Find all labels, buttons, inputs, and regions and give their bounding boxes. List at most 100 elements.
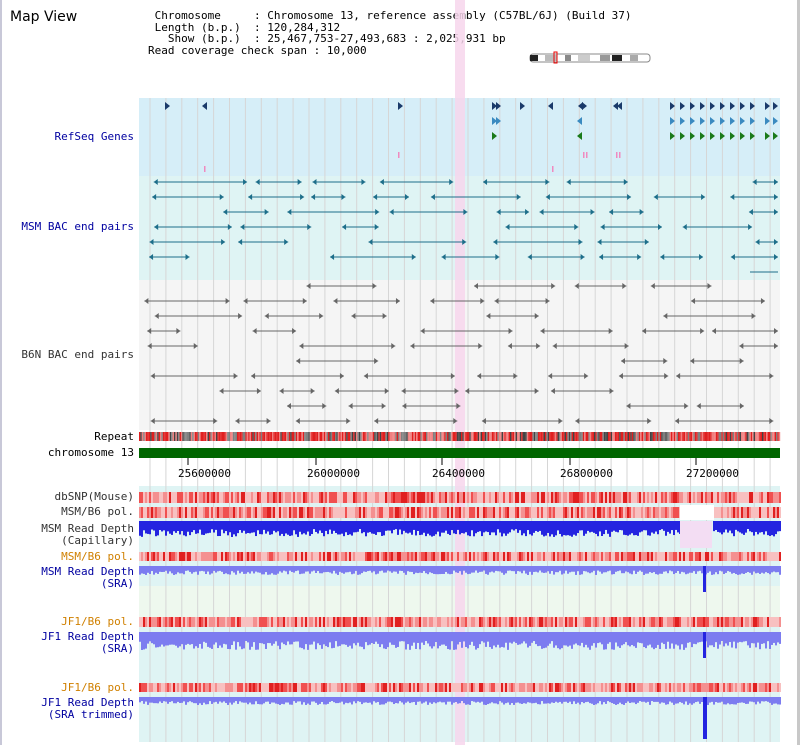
msm-b6-pol-bin-2 — [531, 552, 533, 561]
dbsnp-bin — [493, 492, 495, 503]
msm-sra-depth-bin — [237, 566, 239, 571]
jf1-b6-pol-bin-2 — [709, 683, 711, 692]
dbsnp-bin — [577, 492, 579, 503]
jf1-b6-pol-bin-2 — [469, 683, 471, 692]
msm-sra-depth-bin — [545, 566, 547, 573]
msm-b6-pol-bin — [717, 507, 719, 518]
msm-capillary-depth-bin — [339, 521, 341, 535]
jf1-b6-pol-bin-2 — [531, 683, 533, 692]
jf1-b6-pol-bin-2 — [413, 683, 415, 692]
msm-capillary-depth-bin — [239, 521, 241, 531]
msm-capillary-depth-bin — [425, 521, 427, 537]
right-scrollbar-edge[interactable] — [797, 0, 800, 745]
msm-bac-end — [361, 179, 366, 185]
msm-capillary-depth-bin — [747, 521, 749, 530]
dbsnp-bin — [773, 492, 775, 503]
jf1-trim-depth-bin — [393, 697, 395, 705]
msm-sra-depth-bin — [543, 566, 545, 573]
repeat-mark — [322, 432, 324, 441]
jf1-b6-pol-bin-2 — [681, 683, 683, 692]
repeat-mark — [717, 432, 719, 441]
b6n-bac-end — [675, 418, 680, 424]
msm-b6-pol-bin — [673, 507, 675, 518]
msm-capillary-depth-bin — [277, 521, 279, 532]
repeat-mark — [627, 432, 629, 441]
repeat-mark — [377, 432, 379, 441]
msm-b6-pol-bin-2 — [169, 552, 171, 561]
repeat-mark — [473, 432, 475, 441]
jf1-sra-depth-bin — [759, 632, 761, 650]
repeat-mark — [224, 432, 226, 441]
jf1-trim-depth-bin — [773, 697, 775, 704]
jf1-b6-pol-bin — [265, 617, 267, 627]
repeat-mark — [742, 432, 744, 441]
repeat-mark — [417, 432, 419, 441]
jf1-b6-pol-bin — [291, 617, 293, 627]
jf1-trim-depth-bin — [247, 697, 249, 705]
repeat-mark — [221, 432, 223, 441]
msm-bac-label[interactable]: MSM BAC end pairs — [21, 220, 134, 233]
dbsnp-bin — [233, 492, 235, 503]
refseq-genes-label[interactable]: RefSeq Genes — [54, 130, 134, 143]
repeat-mark — [372, 432, 375, 441]
repeat-mark — [487, 432, 489, 441]
msm-bac-end — [752, 179, 757, 185]
jf1-sra-depth-bin — [287, 632, 289, 642]
msm-b6-pol-bin-2 — [343, 552, 345, 561]
dbsnp-bin — [151, 492, 153, 503]
jf1-b6-pol-bin — [679, 617, 681, 627]
dbsnp-bin — [211, 492, 213, 503]
b6n-bac-end — [552, 343, 557, 349]
jf1-b6-pol-bin — [207, 617, 209, 627]
msm-b6-pol-bin — [381, 507, 383, 518]
jf1-trim-depth-bin — [431, 697, 433, 704]
dbsnp-bin — [681, 492, 683, 503]
jf1-b6-pol-bin-2 — [493, 683, 495, 692]
msm-b6-pol-bin — [677, 507, 679, 518]
dbsnp-bin — [249, 492, 251, 503]
b6n-bac-label[interactable]: B6N BAC end pairs — [21, 348, 134, 361]
msm-b6-pol-bin — [347, 507, 349, 518]
jf1-sra-depth-bin — [483, 632, 485, 643]
dbsnp-bin — [157, 492, 159, 503]
repeat-mark — [161, 432, 163, 441]
dbsnp-bin — [613, 492, 615, 503]
jf1-b6-pol-bin — [753, 617, 755, 627]
jf1-sra-depth-bin — [505, 632, 507, 643]
jf1-b6-pol-bin-2 — [311, 683, 313, 692]
msm-b6-pol-bin — [529, 507, 531, 518]
msm-b6-pol-bin — [747, 507, 749, 518]
jf1-sra-depth-bin — [471, 632, 473, 642]
msm-b6-pol-bin-2 — [551, 552, 553, 561]
jf1-b6-pol-bin — [555, 617, 557, 627]
msm-b6-pol-bin — [277, 507, 279, 518]
repeat-mark — [689, 432, 691, 441]
jf1-b6-pol-bin — [699, 617, 701, 627]
msm-sra-depth-bin — [511, 566, 513, 572]
msm-sra-depth-bin — [503, 566, 505, 575]
jf1-sra-depth-bin — [591, 632, 593, 646]
jf1-sra-depth-bin — [173, 632, 175, 645]
msm-capillary-depth-bin — [183, 521, 185, 536]
dbsnp-bin — [347, 492, 349, 503]
msm-b6-pol-bin-2 — [493, 552, 495, 561]
repeat-mark — [659, 432, 662, 441]
jf1-b6-pol-bin — [427, 617, 429, 627]
msm-b6-pol-bin — [409, 507, 411, 518]
dbsnp-bin — [449, 492, 451, 503]
msm-bac-end — [566, 179, 571, 185]
msm-sra-depth-bin — [523, 566, 525, 571]
msm-b6-pol-bin — [213, 507, 215, 518]
jf1-sra-depth-bin — [233, 632, 235, 642]
jf1-trim-depth-bin — [747, 697, 749, 704]
jf1-b6-pol-bin — [711, 617, 713, 627]
msm-sra-depth-bin — [487, 566, 489, 575]
jf1-b6-pol-bin-2 — [245, 683, 247, 692]
msm-sra-depth-bin — [305, 566, 307, 572]
msm-capillary-depth-bin — [351, 521, 353, 536]
msm-bac-end — [227, 224, 232, 230]
msm-capillary-depth-bin — [557, 521, 559, 531]
msm-capillary-depth-bin — [475, 521, 477, 534]
msm-b6-pol-bin-2 — [423, 552, 425, 561]
